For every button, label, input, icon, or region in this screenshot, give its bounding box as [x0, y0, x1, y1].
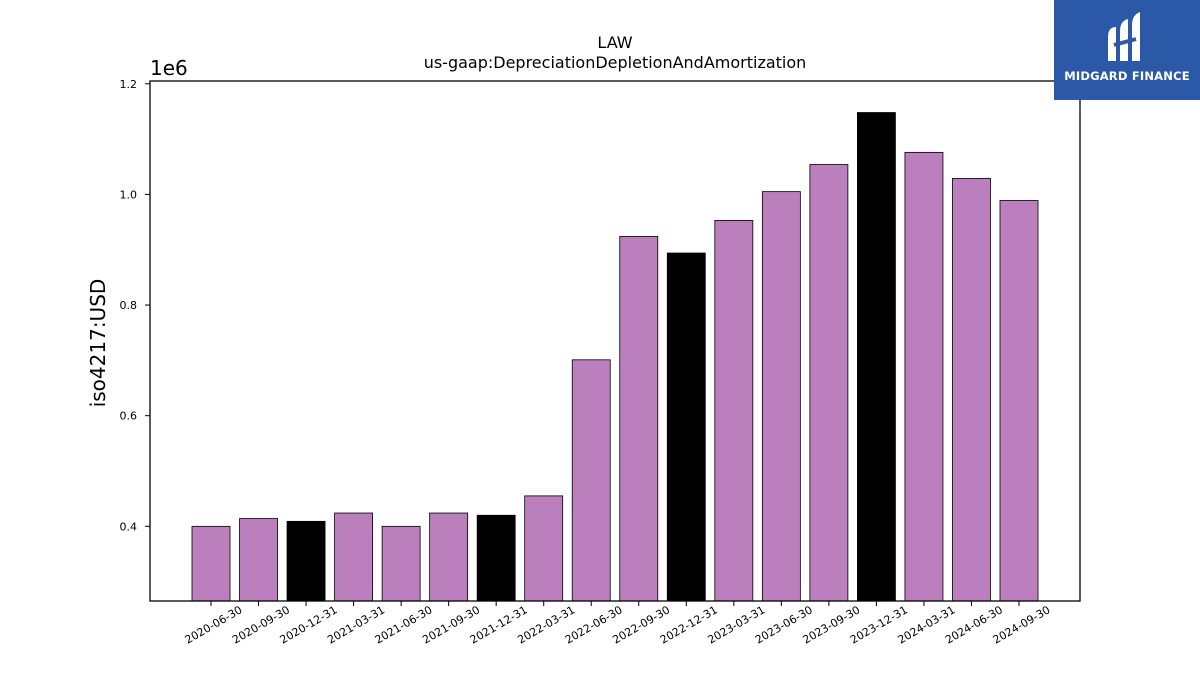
bar-2021-03-31	[334, 512, 373, 602]
y-tick-label: 0.8	[120, 299, 138, 312]
bar-2023-03-31	[714, 219, 754, 602]
bar-2023-06-30	[761, 191, 801, 602]
logo-text: MIDGARD FINANCE	[1064, 69, 1190, 83]
bar-2021-12-31	[476, 514, 516, 602]
chart-title: LAW	[597, 33, 632, 52]
y-tick-label: 1.2	[120, 78, 138, 91]
bar-2022-06-30	[571, 359, 611, 602]
bar-2022-03-31	[524, 495, 564, 602]
bar-2022-09-30	[619, 236, 659, 602]
midgard-finance-logo: MIDGARD FINANCE	[1054, 0, 1200, 100]
bar-2021-06-30	[381, 525, 421, 602]
bar-2024-03-31	[904, 151, 944, 602]
bar-2020-06-30	[191, 525, 231, 602]
y-tick-label: 0.6	[120, 410, 138, 423]
y-ticks-group: 0.4 0.6 0.8 1.0 1.2	[120, 78, 150, 533]
y-tick-label: 0.4	[120, 520, 138, 533]
bar-2020-09-30	[239, 518, 278, 602]
x-ticks-group: 2020-06-302020-09-302020-12-312021-03-31…	[183, 601, 1053, 647]
bars-group	[191, 112, 1039, 602]
bar-2021-09-30	[429, 512, 469, 602]
logo-mark-icon	[1108, 12, 1140, 61]
y-axis-label: iso4217:USD	[86, 279, 110, 408]
bar-2023-12-31	[857, 112, 896, 602]
chart-subtitle: us-gaap:DepreciationDepletionAndAmortiza…	[424, 53, 807, 72]
y-offset-label: 1e6	[150, 56, 188, 80]
bar-2024-09-30	[999, 200, 1039, 602]
bar-2020-12-31	[286, 520, 326, 602]
bar-2023-09-30	[809, 164, 849, 602]
bar-2022-12-31	[666, 252, 706, 602]
bar-2024-06-30	[952, 177, 991, 602]
plot-frame	[149, 80, 1081, 602]
y-tick-label: 1.0	[120, 188, 138, 201]
